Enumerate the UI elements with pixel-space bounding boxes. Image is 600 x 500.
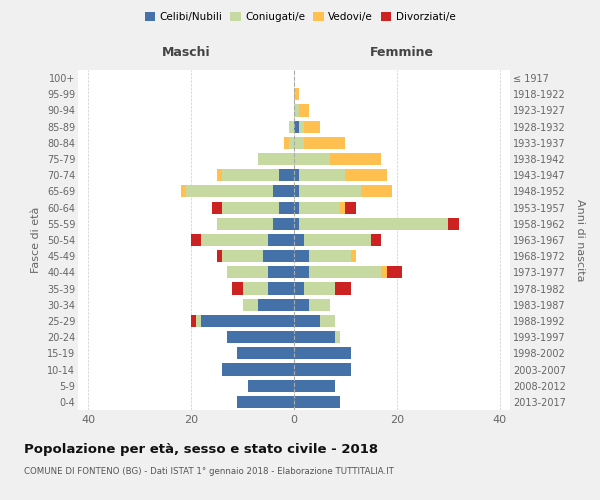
- Bar: [294, 348, 350, 360]
- Bar: [258, 298, 294, 311]
- Text: Femmine: Femmine: [370, 46, 434, 59]
- Bar: [304, 282, 335, 294]
- Bar: [294, 266, 310, 278]
- Bar: [294, 380, 335, 392]
- Bar: [310, 298, 330, 311]
- Bar: [294, 250, 310, 262]
- Bar: [232, 282, 242, 294]
- Bar: [268, 282, 294, 294]
- Bar: [299, 169, 346, 181]
- Bar: [294, 137, 304, 149]
- Bar: [217, 218, 274, 230]
- Bar: [222, 202, 278, 213]
- Bar: [448, 218, 458, 230]
- Bar: [289, 137, 294, 149]
- Bar: [320, 315, 335, 327]
- Y-axis label: Anni di nascita: Anni di nascita: [575, 198, 585, 281]
- Bar: [202, 234, 268, 246]
- Bar: [294, 298, 310, 311]
- Text: COMUNE DI FONTENO (BG) - Dati ISTAT 1° gennaio 2018 - Elaborazione TUTTITALIA.IT: COMUNE DI FONTENO (BG) - Dati ISTAT 1° g…: [24, 468, 394, 476]
- Legend: Celibi/Nubili, Coniugati/e, Vedovi/e, Divorziati/e: Celibi/Nubili, Coniugati/e, Vedovi/e, Di…: [140, 8, 460, 26]
- Bar: [310, 250, 350, 262]
- Text: Popolazione per età, sesso e stato civile - 2018: Popolazione per età, sesso e stato civil…: [24, 442, 378, 456]
- Bar: [304, 137, 346, 149]
- Bar: [310, 266, 382, 278]
- Bar: [294, 186, 299, 198]
- Bar: [294, 396, 340, 408]
- Bar: [181, 186, 186, 198]
- Bar: [191, 315, 196, 327]
- Bar: [294, 120, 299, 132]
- Bar: [299, 218, 448, 230]
- Bar: [212, 202, 222, 213]
- Bar: [294, 104, 299, 117]
- Bar: [346, 169, 386, 181]
- Bar: [222, 250, 263, 262]
- Y-axis label: Fasce di età: Fasce di età: [31, 207, 41, 273]
- Bar: [238, 396, 294, 408]
- Bar: [299, 120, 304, 132]
- Bar: [238, 348, 294, 360]
- Bar: [294, 153, 330, 165]
- Bar: [227, 266, 268, 278]
- Bar: [186, 186, 274, 198]
- Bar: [294, 202, 299, 213]
- Bar: [294, 218, 299, 230]
- Bar: [222, 364, 294, 376]
- Bar: [346, 202, 356, 213]
- Bar: [217, 250, 222, 262]
- Bar: [304, 120, 320, 132]
- Bar: [294, 282, 304, 294]
- Bar: [222, 169, 278, 181]
- Bar: [340, 202, 346, 213]
- Bar: [191, 234, 202, 246]
- Bar: [263, 250, 294, 262]
- Bar: [330, 153, 382, 165]
- Bar: [196, 315, 202, 327]
- Bar: [284, 137, 289, 149]
- Bar: [335, 331, 340, 343]
- Bar: [274, 186, 294, 198]
- Bar: [299, 104, 310, 117]
- Text: Maschi: Maschi: [161, 46, 211, 59]
- Bar: [299, 202, 340, 213]
- Bar: [278, 169, 294, 181]
- Bar: [294, 234, 304, 246]
- Bar: [350, 250, 356, 262]
- Bar: [248, 380, 294, 392]
- Bar: [289, 120, 294, 132]
- Bar: [268, 234, 294, 246]
- Bar: [268, 266, 294, 278]
- Bar: [274, 218, 294, 230]
- Bar: [217, 169, 222, 181]
- Bar: [294, 88, 299, 101]
- Bar: [258, 153, 294, 165]
- Bar: [278, 202, 294, 213]
- Bar: [304, 234, 371, 246]
- Bar: [294, 364, 350, 376]
- Bar: [361, 186, 392, 198]
- Bar: [335, 282, 350, 294]
- Bar: [294, 315, 320, 327]
- Bar: [294, 169, 299, 181]
- Bar: [202, 315, 294, 327]
- Bar: [294, 331, 335, 343]
- Bar: [227, 331, 294, 343]
- Bar: [242, 282, 268, 294]
- Bar: [371, 234, 382, 246]
- Bar: [242, 298, 258, 311]
- Bar: [386, 266, 402, 278]
- Bar: [382, 266, 386, 278]
- Bar: [299, 186, 361, 198]
